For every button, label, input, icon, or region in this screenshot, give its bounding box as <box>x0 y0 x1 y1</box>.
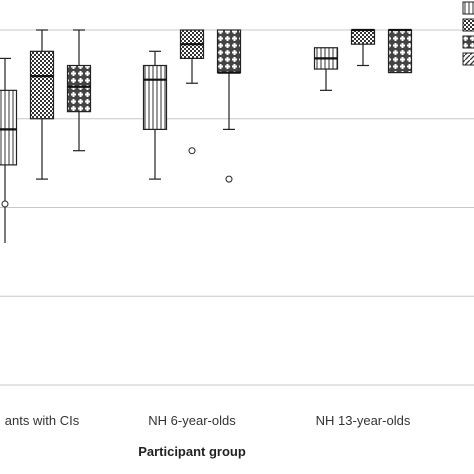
box-vertical-lines-0 <box>0 57 18 243</box>
box-plus-dots-2 <box>387 28 413 74</box>
legend-swatch-vertical-lines <box>462 1 474 15</box>
box-vertical-lines-2 <box>313 47 339 91</box>
box-body <box>66 64 92 113</box>
box-body <box>29 50 55 120</box>
category-label-1: NH 6-year-olds <box>148 413 236 428</box>
category-label-2: NH 13-year-olds <box>316 413 411 428</box>
legend-swatch-plus-dots <box>462 35 474 49</box>
box-checkered-1 <box>179 29 205 155</box>
box-body <box>387 29 413 74</box>
box-plus-dots-0 <box>66 29 92 152</box>
legend <box>462 1 474 66</box>
outlier-point-0 <box>188 147 196 155</box>
category-label-0: ants with CIs <box>5 413 80 428</box>
outlier-point-0 <box>225 175 233 183</box>
box-layer <box>0 28 413 243</box>
legend-swatch-diagonal-lines <box>462 52 474 66</box>
box-vertical-lines-1 <box>142 50 168 180</box>
outlier-point-0 <box>1 200 9 208</box>
box-body <box>350 29 376 45</box>
box-body <box>216 29 242 74</box>
category-labels: ants with CIs NH 6-year-olds NH 13-year-ol… <box>5 413 411 428</box>
x-axis-title: Participant group <box>138 444 246 459</box>
box-body <box>142 64 168 131</box>
legend-swatch-checkered <box>462 18 474 32</box>
box-body <box>0 89 18 166</box>
box-checkered-0 <box>29 29 55 180</box>
box-checkered-2 <box>350 28 376 67</box>
box-plus-dots-1 <box>216 29 242 183</box>
